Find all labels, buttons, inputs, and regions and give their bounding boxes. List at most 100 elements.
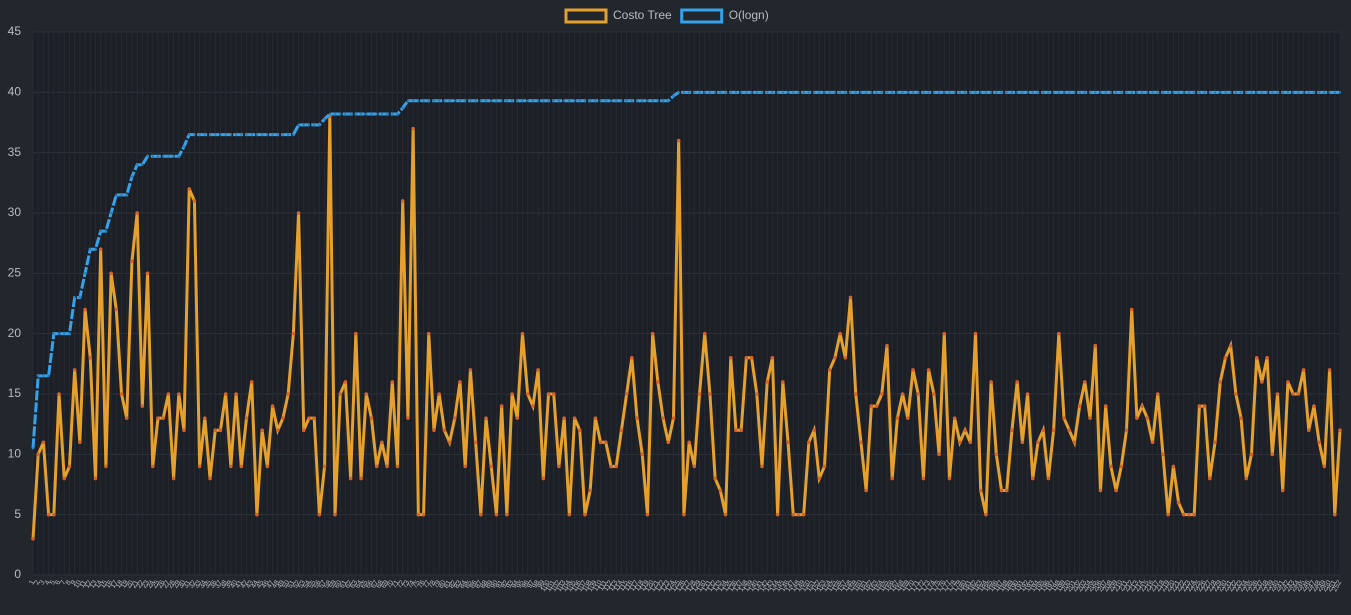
- x-tick-label: 95: [516, 579, 526, 589]
- data-point: [364, 392, 369, 396]
- data-point: [1234, 392, 1238, 396]
- data-point: [541, 476, 546, 481]
- data-point: [693, 91, 696, 94]
- x-tick-label: 219: [1160, 579, 1172, 593]
- data-point: [374, 464, 379, 469]
- x-tick-label: 183: [972, 579, 984, 593]
- data-point: [339, 112, 342, 116]
- data-point: [1145, 416, 1150, 420]
- data-point: [150, 464, 155, 469]
- x-tick-label: 140: [748, 579, 760, 593]
- data-point: [641, 99, 644, 102]
- x-tick-label: 121: [649, 579, 661, 593]
- x-tick-label: 68: [375, 579, 385, 589]
- data-point: [1301, 368, 1306, 372]
- x-tick-label: 64: [354, 579, 364, 589]
- data-point: [766, 91, 769, 94]
- data-point: [1004, 488, 1009, 493]
- data-point: [78, 296, 82, 299]
- data-point: [1239, 416, 1243, 420]
- data-point: [1323, 91, 1326, 94]
- x-tick-label: 26: [157, 579, 167, 589]
- data-point: [1219, 91, 1222, 94]
- x-tick-label: 205: [1087, 579, 1099, 593]
- data-point: [1161, 452, 1165, 457]
- data-point: [1166, 91, 1170, 94]
- data-point: [1166, 512, 1170, 517]
- data-point: [359, 476, 363, 481]
- data-point: [354, 112, 358, 116]
- data-point: [812, 91, 816, 94]
- x-tick-label: 5: [49, 579, 57, 586]
- legend-swatch[interactable]: [564, 8, 608, 24]
- x-tick-label: 218: [1154, 579, 1166, 593]
- x-tick-label: 242: [1279, 579, 1291, 593]
- data-point: [417, 99, 420, 102]
- data-point: [416, 512, 421, 517]
- x-tick-label: 250: [1321, 579, 1333, 593]
- data-point: [104, 229, 108, 233]
- data-point: [443, 99, 446, 102]
- data-point: [885, 343, 889, 348]
- data-point: [536, 99, 540, 102]
- x-tick-label: 88: [479, 579, 489, 589]
- data-point: [1114, 91, 1118, 94]
- legend-swatch[interactable]: [680, 8, 724, 24]
- x-tick-label: 103: [556, 579, 568, 593]
- data-point: [885, 91, 889, 94]
- data-point: [494, 512, 499, 517]
- x-tick-label: 168: [894, 579, 906, 593]
- x-tick-label: 240: [1269, 579, 1281, 593]
- data-point: [969, 91, 972, 94]
- data-point: [771, 91, 774, 94]
- x-tick-label: 167: [889, 579, 901, 593]
- data-point: [1047, 91, 1050, 94]
- data-point: [1135, 416, 1139, 420]
- x-tick-label: 40: [229, 579, 239, 589]
- legend-label[interactable]: Costo Tree: [613, 8, 672, 22]
- x-tick-label: 27: [162, 579, 172, 589]
- legend-label[interactable]: O(logn): [729, 8, 769, 22]
- data-point: [99, 229, 102, 233]
- x-tick-label: 181: [962, 579, 974, 593]
- data-point: [135, 211, 139, 215]
- data-point: [943, 91, 946, 94]
- x-tick-label: 72: [396, 579, 406, 589]
- y-tick-label: 0: [14, 567, 21, 581]
- x-tick-label: 153: [816, 579, 828, 593]
- data-point: [572, 416, 577, 420]
- data-point: [63, 332, 66, 335]
- x-tick-label: 51: [287, 579, 297, 589]
- x-tick-label: 128: [686, 579, 698, 593]
- data-point: [812, 428, 816, 433]
- data-point: [1291, 91, 1295, 94]
- data-point: [880, 91, 883, 94]
- data-point: [781, 380, 785, 384]
- x-tick-label: 118: [634, 579, 646, 592]
- data-point: [1156, 91, 1159, 94]
- data-point: [156, 155, 160, 158]
- x-tick-label: 143: [764, 579, 776, 593]
- data-point: [1041, 428, 1045, 433]
- data-point: [317, 512, 322, 517]
- x-tick-label: 245: [1295, 579, 1307, 593]
- x-tick-label: 222: [1175, 579, 1187, 593]
- data-point: [859, 440, 863, 445]
- data-point: [1176, 500, 1181, 505]
- data-point: [656, 380, 660, 384]
- data-point: [1041, 91, 1045, 94]
- data-point: [1146, 91, 1149, 94]
- data-point: [594, 99, 597, 102]
- data-point: [370, 112, 373, 116]
- data-point: [995, 91, 998, 94]
- x-tick-label: 187: [993, 579, 1005, 593]
- data-point: [719, 91, 722, 94]
- data-point: [599, 99, 602, 102]
- x-tick-label: 231: [1222, 579, 1234, 593]
- data-point: [849, 91, 852, 94]
- x-tick-label: 202: [1071, 579, 1083, 593]
- data-point: [130, 175, 134, 178]
- data-point: [516, 99, 519, 102]
- x-tick-label: 235: [1243, 579, 1255, 593]
- x-tick-label: 65: [360, 579, 370, 589]
